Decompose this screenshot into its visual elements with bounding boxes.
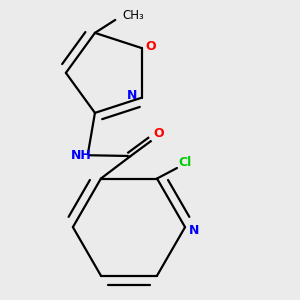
Text: Cl: Cl (178, 156, 192, 169)
Text: N: N (189, 224, 199, 237)
Text: CH₃: CH₃ (122, 9, 144, 22)
Text: N: N (127, 89, 137, 102)
Text: O: O (146, 40, 156, 53)
Text: O: O (154, 128, 164, 140)
Text: NH: NH (71, 149, 92, 162)
